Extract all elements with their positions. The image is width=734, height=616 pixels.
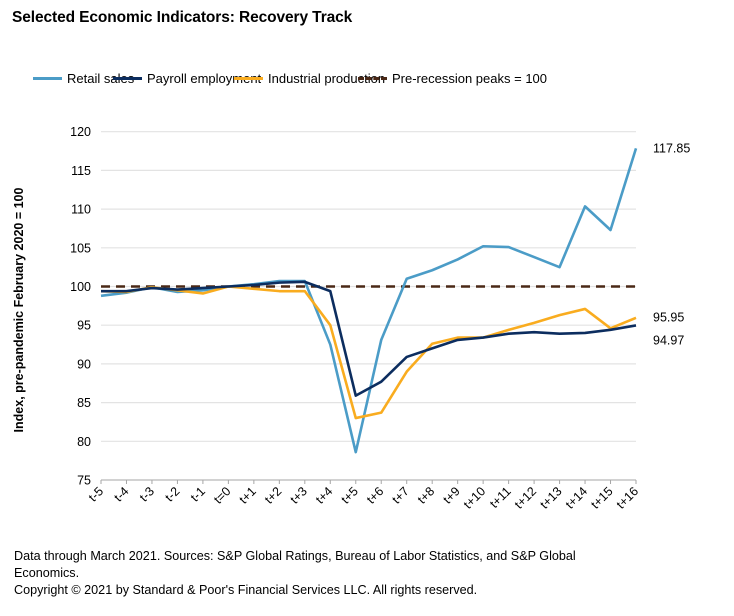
x-tick-label: t+15 xyxy=(588,484,615,511)
x-tick-label: t+11 xyxy=(487,484,514,511)
y-tick-label: 95 xyxy=(77,319,91,333)
y-tick-labels: 75 80 85 90 95 100 105 110 115 120 xyxy=(70,125,91,487)
end-labels: 117.85 95.95 94.97 xyxy=(653,142,690,348)
x-tick-label: t+6 xyxy=(364,484,386,506)
y-tick-label: 75 xyxy=(77,474,91,488)
y-tick-label: 120 xyxy=(70,125,91,139)
legend-swatch-industrial-production xyxy=(234,76,263,80)
end-value-label: 95.95 xyxy=(653,311,684,325)
y-tick-label: 115 xyxy=(71,164,91,178)
x-tick-label: t+14 xyxy=(563,484,590,511)
x-tick-label: t+10 xyxy=(461,484,488,511)
legend-label: Retail sales xyxy=(67,70,135,86)
legend-item-payroll-employment: Payroll employment xyxy=(113,68,261,88)
chart-title: Selected Economic Indicators: Recovery T… xyxy=(12,9,353,26)
x-tick-label: t+2 xyxy=(262,484,284,506)
x-tick-label: t+1 xyxy=(237,484,259,506)
x-tick-label: t+5 xyxy=(338,484,360,506)
legend-item-retail-sales: Retail sales xyxy=(33,68,134,88)
end-value-label: 94.97 xyxy=(653,334,684,348)
legend-swatch-payroll-employment xyxy=(113,76,142,80)
series-lines xyxy=(100,147,638,454)
legend-item-pre-recession-peaks: Pre-recession peaks = 100 xyxy=(358,68,547,88)
x-tick-label: t-2 xyxy=(162,484,182,504)
series-line-industrial-production xyxy=(100,285,637,420)
y-tick-label: 90 xyxy=(77,357,91,371)
series-line-payroll-employment xyxy=(101,280,637,397)
x-tick-label: t-4 xyxy=(111,484,131,504)
x-tick-label: t+8 xyxy=(415,484,437,506)
footnote-sources: Data through March 2021. Sources: S&P Gl… xyxy=(14,549,576,563)
x-tick-label: t-1 xyxy=(188,484,208,504)
x-tick-label: t+7 xyxy=(389,484,411,506)
y-tick-label: 100 xyxy=(70,280,91,294)
legend-swatch-pre-recession-peaks xyxy=(358,76,387,80)
footnote: Data through March 2021. Sources: S&P Gl… xyxy=(14,548,614,599)
end-value-label: 117.85 xyxy=(653,142,690,156)
x-tick-label: t-3 xyxy=(137,484,157,504)
y-tick-label: 80 xyxy=(77,435,91,449)
footnote-copyright: Copyright © 2021 by Standard & Poor's Fi… xyxy=(14,583,478,597)
gridlines xyxy=(101,131,636,442)
y-tick-label: 110 xyxy=(71,203,91,217)
legend-label: Payroll employment xyxy=(147,70,262,86)
legend-label: Industrial production xyxy=(268,70,386,86)
x-tick-label: t+16 xyxy=(614,484,641,511)
x-tick-label: t+13 xyxy=(537,484,564,511)
x-tick-label: t=0 xyxy=(211,484,233,506)
x-axis: t-5 t-4 t-3 t-2 t-1 t=0 t+1 t+2 t+3 t+4 t+5 t+6 t+7 t… xyxy=(86,479,641,512)
y-tick-label: 85 xyxy=(77,396,91,410)
legend: Retail sales Payroll employment Industri… xyxy=(0,68,734,88)
series-line-retail-sales xyxy=(100,147,638,454)
x-tick-label: t+9 xyxy=(440,484,462,506)
legend-item-industrial-production: Industrial production xyxy=(234,68,385,88)
legend-swatch-retail-sales xyxy=(33,76,62,80)
footnote-sources-cont: Economics. xyxy=(14,566,80,580)
y-tick-label: 105 xyxy=(70,241,91,255)
legend-label: Pre-recession peaks = 100 xyxy=(392,70,548,86)
x-tick-label: t+12 xyxy=(512,484,539,511)
x-tick-label: t+4 xyxy=(313,484,335,506)
x-tick-label: t+3 xyxy=(287,484,309,506)
